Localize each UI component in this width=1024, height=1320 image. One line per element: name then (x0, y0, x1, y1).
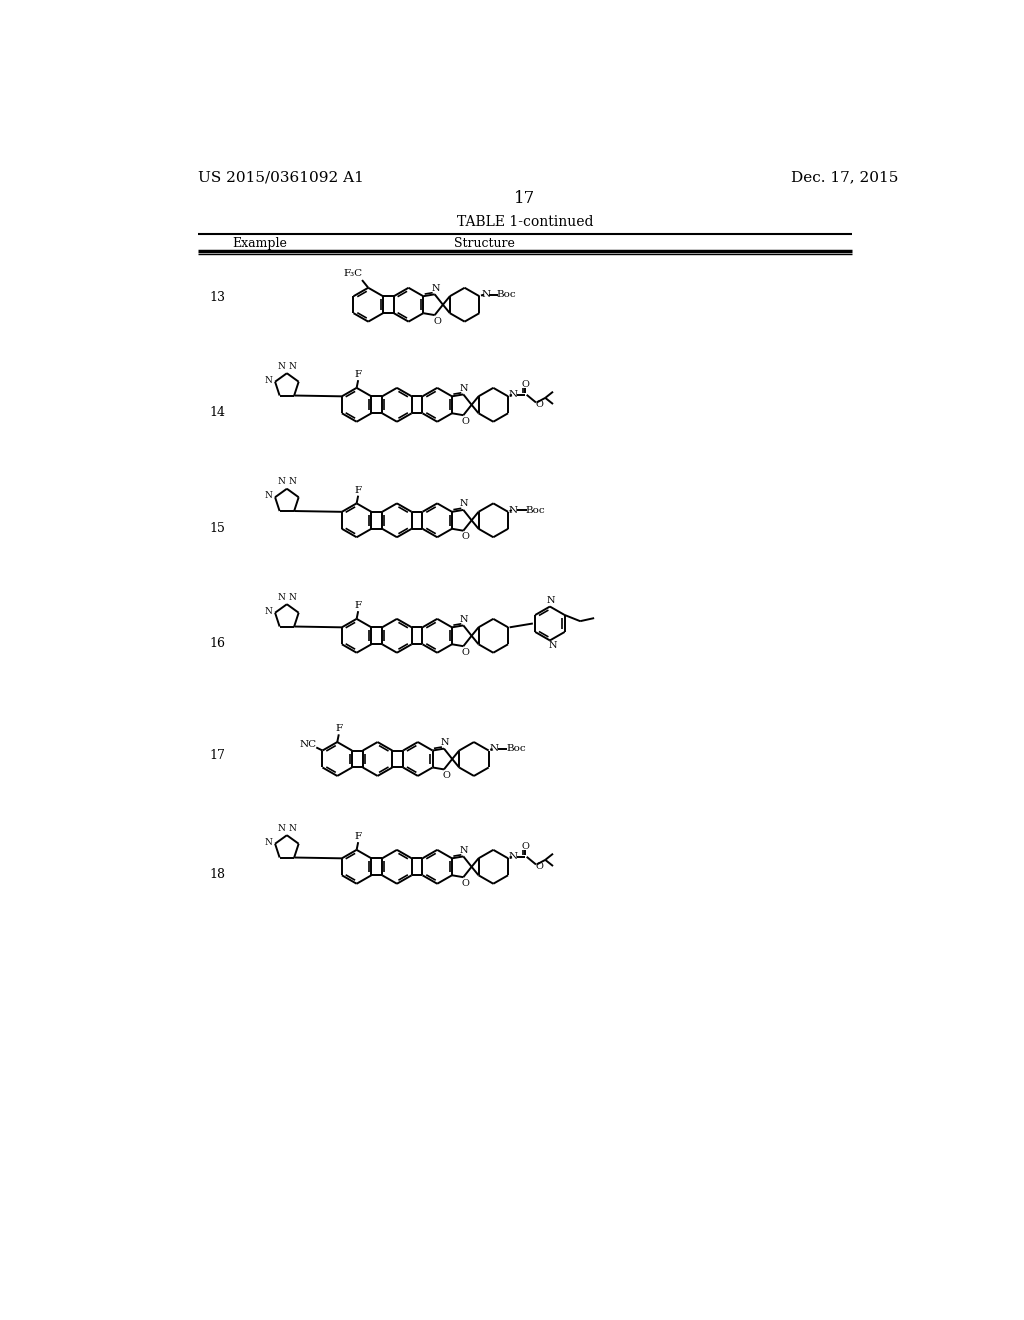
Text: N: N (289, 824, 296, 833)
Text: F: F (354, 833, 361, 841)
Text: N: N (264, 491, 272, 500)
Text: O: O (462, 532, 470, 541)
Text: 17: 17 (514, 190, 536, 207)
Text: N: N (460, 384, 468, 393)
Text: N: N (549, 640, 557, 649)
Text: O: O (521, 380, 529, 388)
Text: N: N (460, 615, 468, 624)
Text: N: N (289, 593, 296, 602)
Text: F₃C: F₃C (343, 269, 362, 279)
Text: N: N (278, 478, 286, 486)
Text: NC: NC (300, 741, 317, 748)
Text: N: N (289, 362, 296, 371)
Text: O: O (462, 879, 470, 888)
Text: N: N (278, 362, 286, 371)
Text: F: F (354, 602, 361, 610)
Text: O: O (536, 400, 544, 409)
Text: O: O (442, 771, 451, 780)
Text: O: O (462, 648, 470, 657)
Text: O: O (521, 842, 529, 850)
Text: 15: 15 (209, 521, 225, 535)
Text: Boc: Boc (497, 290, 516, 300)
Text: 16: 16 (209, 638, 225, 649)
Text: Example: Example (232, 236, 288, 249)
Text: US 2015/0361092 A1: US 2015/0361092 A1 (198, 170, 364, 185)
Text: N: N (547, 595, 555, 605)
Text: 14: 14 (209, 407, 225, 418)
Text: N: N (509, 853, 518, 861)
Text: 17: 17 (209, 748, 225, 762)
Text: F: F (335, 725, 342, 734)
Text: 13: 13 (209, 290, 225, 304)
Text: N: N (264, 607, 272, 615)
Text: N: N (460, 846, 468, 855)
Text: N: N (278, 824, 286, 833)
Text: O: O (536, 862, 544, 871)
Text: O: O (462, 417, 470, 426)
Text: N: N (481, 290, 490, 300)
Text: Structure: Structure (454, 236, 515, 249)
Text: N: N (440, 738, 449, 747)
Text: N: N (264, 838, 272, 846)
Text: TABLE 1-continued: TABLE 1-continued (457, 215, 593, 228)
Text: N: N (289, 478, 296, 486)
Text: N: N (489, 744, 499, 754)
Text: N: N (460, 499, 468, 508)
Text: N: N (509, 506, 518, 515)
Text: O: O (433, 317, 441, 326)
Text: N: N (431, 284, 439, 293)
Text: F: F (354, 371, 361, 379)
Text: N: N (278, 593, 286, 602)
Text: Boc: Boc (506, 744, 525, 754)
Text: N: N (509, 391, 518, 399)
Text: F: F (354, 486, 361, 495)
Text: Dec. 17, 2015: Dec. 17, 2015 (791, 170, 898, 185)
Text: 18: 18 (209, 869, 225, 880)
Text: Boc: Boc (525, 506, 545, 515)
Text: N: N (264, 376, 272, 384)
